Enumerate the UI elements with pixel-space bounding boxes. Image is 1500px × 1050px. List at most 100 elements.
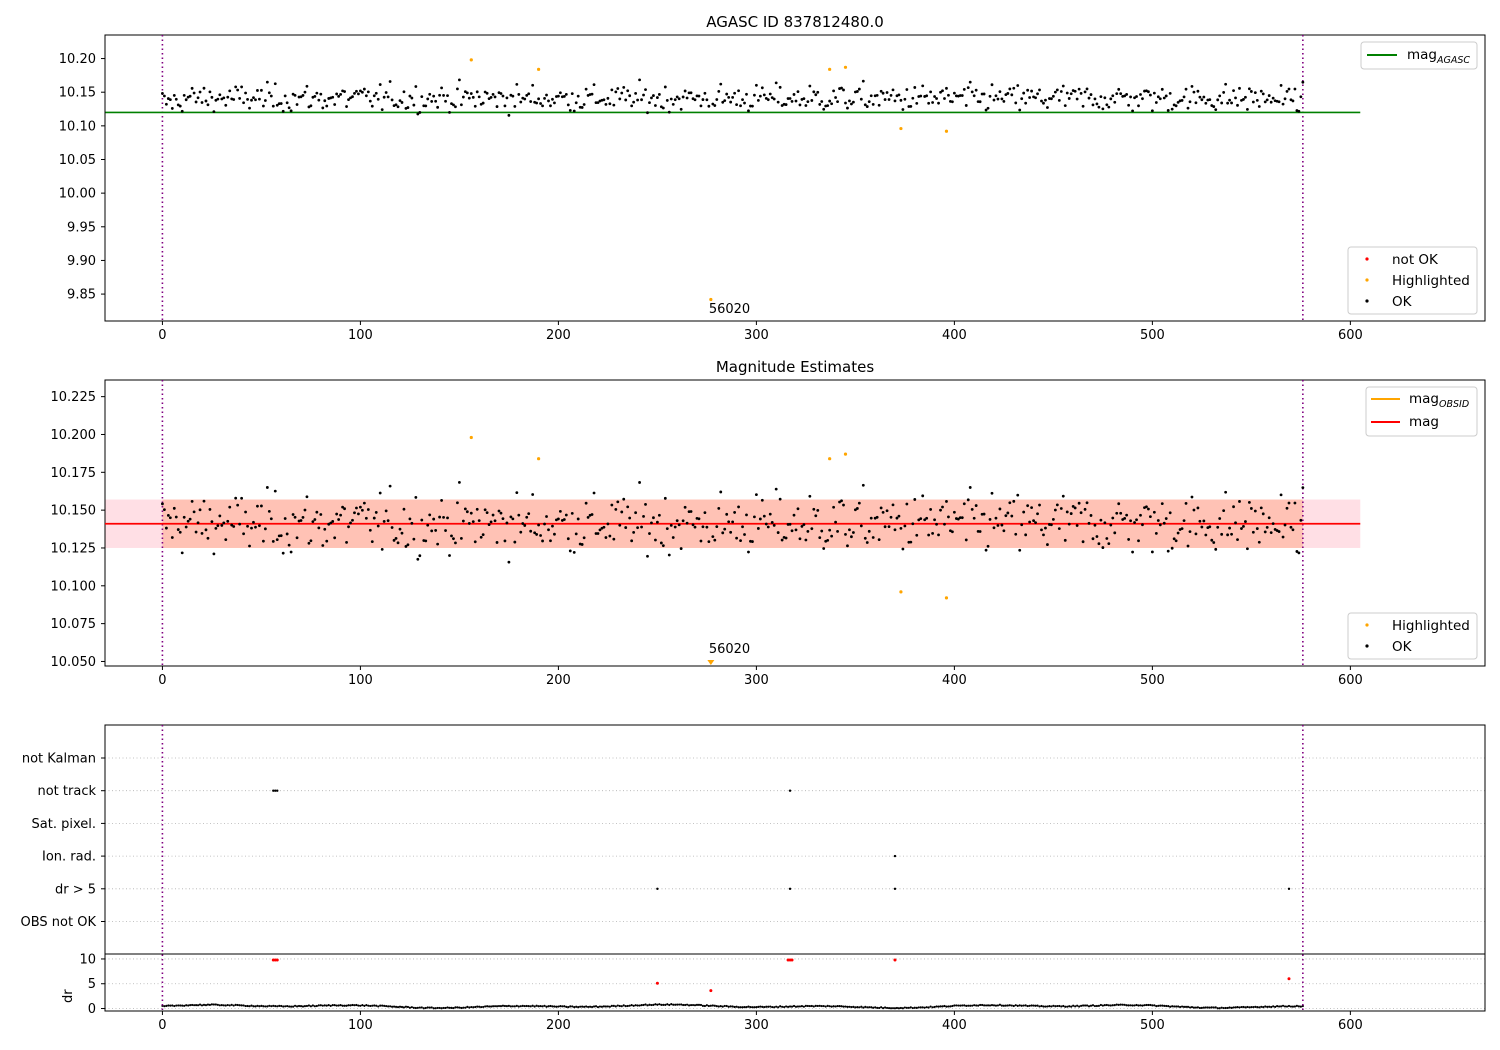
- ok-point: [458, 78, 461, 82]
- ok-point: [828, 99, 832, 103]
- ok-point: [523, 524, 527, 527]
- dr-point: [973, 1004, 976, 1007]
- ok-point: [1261, 512, 1265, 516]
- ok-point: [244, 510, 247, 514]
- dr-point: [1268, 1005, 1271, 1008]
- dr-point: [402, 1006, 406, 1009]
- ok-point: [568, 549, 572, 553]
- dr-point: [390, 1005, 394, 1008]
- dr-point: [691, 1003, 695, 1007]
- ok-point: [939, 508, 942, 512]
- ok-point: [741, 525, 744, 529]
- dr-point: [1234, 1006, 1237, 1009]
- dr-point: [529, 1005, 532, 1008]
- ok-point: [549, 104, 552, 108]
- ok-point: [271, 539, 275, 543]
- ok-point: [590, 92, 594, 96]
- ok-point: [770, 96, 774, 100]
- dr-point: [383, 1004, 386, 1007]
- ok-point: [855, 507, 859, 510]
- dr-point: [897, 1007, 901, 1010]
- ok-point: [376, 97, 380, 101]
- ok-point: [303, 90, 307, 94]
- ok-point: [1214, 108, 1218, 112]
- ok-point: [844, 532, 847, 536]
- ok-point: [958, 516, 962, 519]
- ok-point: [566, 537, 570, 541]
- dr-point: [786, 1005, 790, 1008]
- dr-point: [1270, 1005, 1273, 1009]
- ok-point: [359, 505, 362, 509]
- ok-point: [1053, 90, 1057, 94]
- dr-point: [432, 1007, 435, 1010]
- dr-point: [767, 1005, 770, 1008]
- ok-point: [1198, 519, 1202, 523]
- x-tick-label: 0: [158, 328, 166, 343]
- ok-point: [620, 91, 624, 95]
- ok-point: [671, 536, 675, 539]
- ok-point: [204, 528, 208, 532]
- dr-point: [693, 1004, 697, 1007]
- dr-point: [883, 1006, 887, 1009]
- ok-point: [410, 521, 414, 525]
- ok-point: [473, 540, 477, 544]
- dr-point: [804, 1004, 807, 1007]
- ok-point: [1061, 84, 1065, 88]
- dr-point: [1277, 1005, 1281, 1008]
- ok-point: [945, 500, 948, 503]
- ok-point: [1283, 97, 1287, 101]
- ok-point: [745, 513, 748, 517]
- dr-point: [545, 1005, 548, 1008]
- ok-point: [1257, 540, 1261, 544]
- dr-point: [674, 1003, 677, 1006]
- ok-point: [374, 511, 378, 514]
- ok-point: [1026, 504, 1030, 508]
- ok-point: [780, 538, 784, 542]
- annotation-56020: 56020: [709, 302, 750, 317]
- ok-point: [869, 94, 873, 98]
- dr-point: [359, 1004, 362, 1007]
- ok-point: [921, 84, 925, 88]
- ok-point: [390, 526, 394, 529]
- ok-point: [1091, 103, 1095, 107]
- ok-point: [1081, 104, 1085, 108]
- ok-point: [964, 104, 968, 107]
- ok-point: [661, 106, 665, 110]
- ok-point: [1265, 525, 1269, 529]
- dr-point: [575, 1005, 578, 1008]
- ok-point: [943, 97, 946, 100]
- dr-point: [654, 1003, 657, 1006]
- dr-point: [907, 1006, 910, 1009]
- ok-point: [871, 102, 875, 106]
- dr-point: [852, 1005, 855, 1009]
- ok-point: [786, 523, 790, 526]
- ok-point: [1055, 503, 1059, 507]
- ok-point: [309, 104, 313, 108]
- dr-point: [969, 1004, 972, 1007]
- ok-point: [1190, 495, 1194, 499]
- ok-point: [1125, 513, 1129, 517]
- dr-point: [753, 1006, 756, 1009]
- ok-point: [216, 524, 220, 528]
- dr-point: [594, 1005, 598, 1008]
- dr-point: [527, 1004, 530, 1008]
- dr-point: [670, 1003, 673, 1006]
- dr-point: [295, 1005, 299, 1008]
- dr-point: [1089, 1004, 1093, 1007]
- dr-point: [812, 1005, 815, 1008]
- x-tick-label: 200: [546, 673, 571, 688]
- dr-point: [656, 1003, 659, 1006]
- ok-point: [905, 502, 909, 506]
- dr-point: [1182, 1005, 1186, 1008]
- dr-point: [646, 1004, 649, 1007]
- ok-point: [1038, 503, 1041, 507]
- ok-point: [200, 531, 204, 535]
- ok-point: [814, 514, 818, 518]
- ok-point: [279, 534, 283, 538]
- ok-point: [899, 527, 903, 530]
- ok-point: [1249, 507, 1253, 510]
- ok-point: [539, 102, 542, 105]
- ok-point: [541, 104, 544, 108]
- x-tick-label: 100: [348, 673, 373, 688]
- ok-point: [1232, 89, 1235, 93]
